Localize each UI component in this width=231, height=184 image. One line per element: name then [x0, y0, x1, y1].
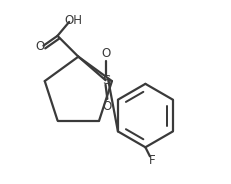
Text: O: O: [36, 40, 45, 53]
Text: OH: OH: [65, 14, 83, 27]
Text: S: S: [102, 74, 110, 87]
Text: O: O: [103, 100, 112, 113]
Text: O: O: [101, 47, 110, 60]
Text: F: F: [149, 154, 155, 167]
